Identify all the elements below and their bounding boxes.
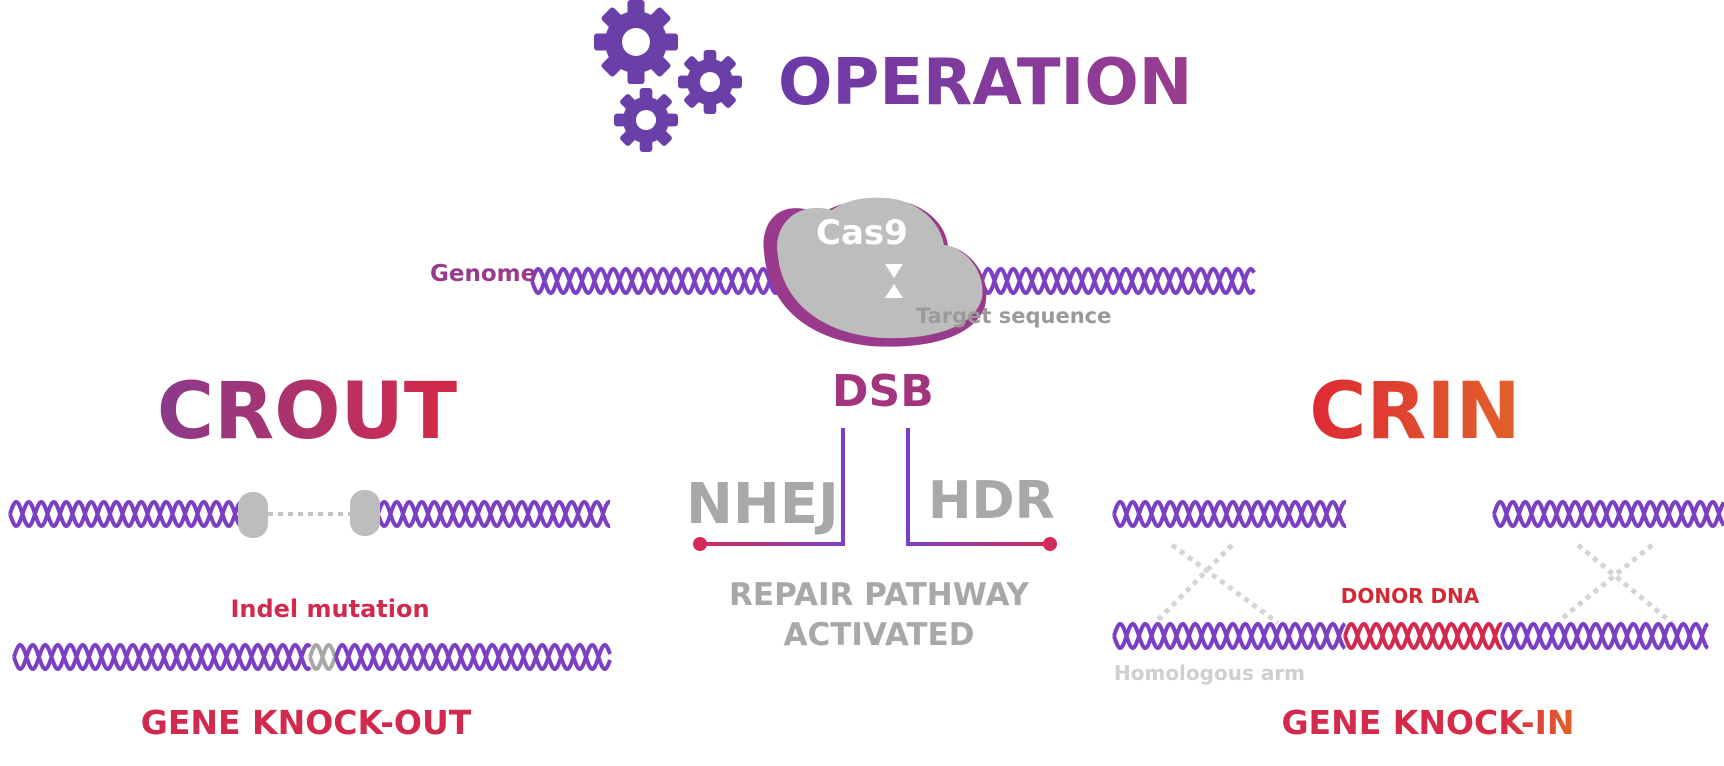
homologous-arm-label: Homologous arm	[1114, 661, 1305, 685]
donor-dna-label: DONOR DNA	[1341, 584, 1480, 608]
nhej-bracket	[693, 428, 845, 551]
gears-icon	[594, 0, 742, 152]
crout-broken-helix	[8, 499, 611, 529]
repair-caption-line1: REPAIR PATHWAY	[729, 577, 1029, 613]
hdr-bracket	[906, 428, 1057, 551]
dsb-label: DSB	[832, 366, 934, 417]
cut-site-marker	[885, 264, 903, 298]
gene-knock-out-label: GENE KNOCK-OUT	[141, 703, 472, 742]
homologous-recombination-crosses	[1156, 542, 1674, 626]
cas9-label: Cas9	[816, 213, 908, 253]
crout-break-ends	[238, 490, 380, 538]
nhej-label: NHEJ	[686, 472, 839, 537]
crout-heading: CROUT	[157, 367, 457, 457]
gene-knock-in-label: GENE KNOCK-IN	[1281, 703, 1574, 742]
crin-broken-helix	[1112, 499, 1724, 529]
hdr-label: HDR	[928, 471, 1055, 531]
indel-mutation-label: Indel mutation	[230, 595, 429, 623]
crout-repaired-helix	[12, 642, 612, 672]
cas9-protein	[763, 197, 987, 347]
repair-caption-line2: ACTIVATED	[784, 617, 975, 653]
target-sequence-label: Target sequence	[916, 304, 1111, 328]
crin-heading: CRIN	[1309, 367, 1521, 457]
crin-donor-helix	[1112, 621, 1709, 651]
page-title: OPERATION	[778, 46, 1192, 120]
genome-label: Genome	[430, 261, 536, 287]
